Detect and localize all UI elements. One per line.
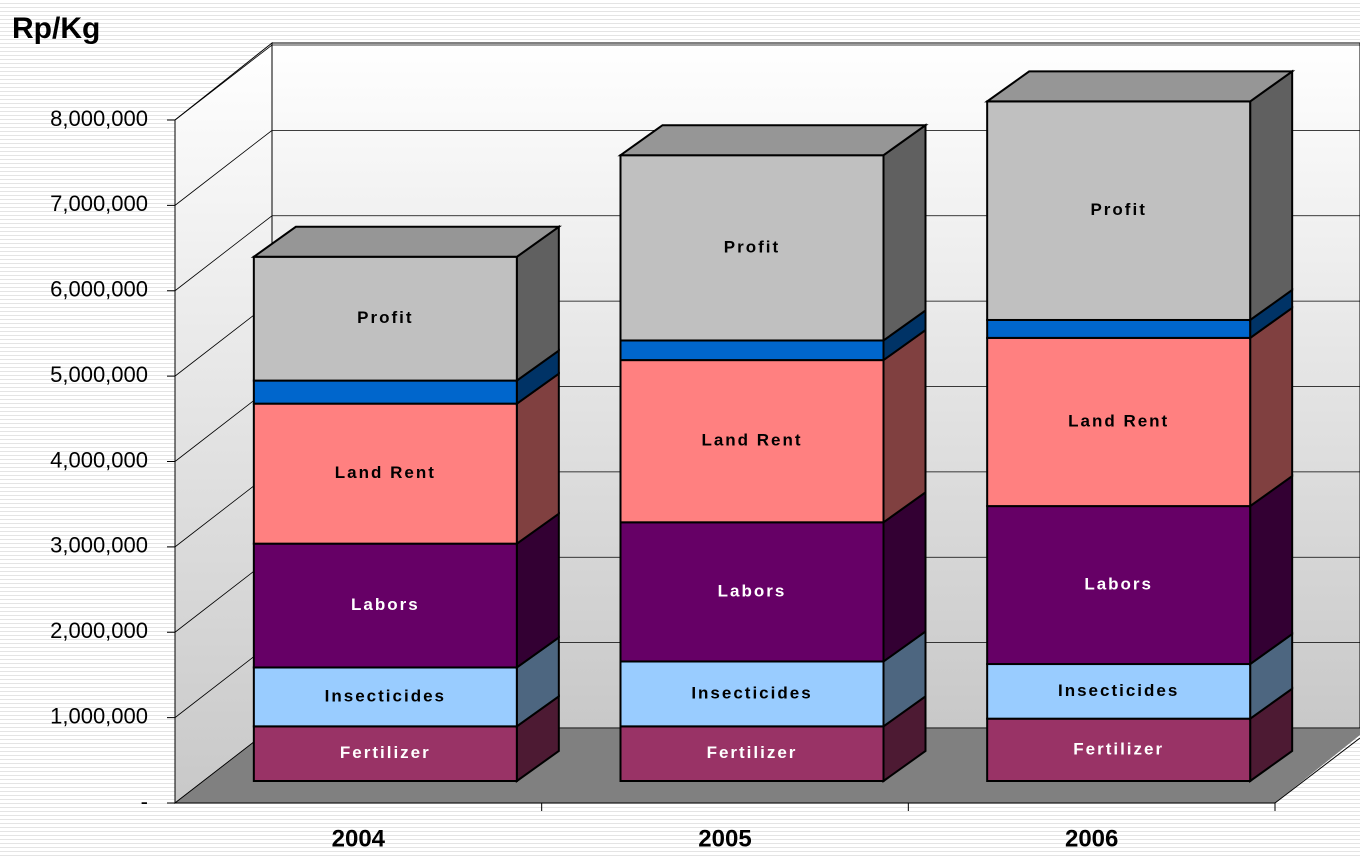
bar — [252, 255, 518, 382]
bar-side — [882, 123, 927, 343]
segment-label: Insecticides — [691, 683, 812, 702]
segment-label: Fertilizer — [340, 743, 431, 762]
bar-side — [1249, 69, 1294, 322]
x-tick-label: 2005 — [698, 825, 751, 852]
segment-label: Labors — [1084, 575, 1153, 594]
bar — [619, 359, 885, 524]
bar-top — [250, 225, 562, 258]
segment-label: Insecticides — [1058, 681, 1179, 700]
x-tick-label: 2004 — [332, 825, 386, 852]
bar — [619, 521, 885, 663]
bar — [619, 725, 885, 782]
y-tick-label: 6,000,000 — [50, 277, 148, 302]
bar — [252, 402, 518, 545]
axis-title: Rp/Kg — [12, 12, 100, 45]
segment-label: Profit — [357, 308, 413, 327]
y-tick-label: 7,000,000 — [50, 191, 148, 216]
y-tick-label: 4,000,000 — [50, 447, 148, 472]
x-tick-label: 2006 — [1065, 825, 1118, 852]
bars: Fertilizer Insecticides Labors Land Rent Pro… — [250, 69, 1296, 783]
bar — [986, 505, 1252, 666]
bar — [252, 666, 518, 728]
bar — [986, 717, 1252, 783]
grid-line — [174, 44, 1360, 121]
bar — [986, 100, 1252, 321]
bar-top — [984, 70, 1296, 103]
bar-side — [882, 328, 927, 525]
y-tick-label: 1,000,000 — [50, 703, 148, 728]
x-axis-depth — [1274, 737, 1360, 804]
segment-label: Profit — [724, 237, 780, 256]
bar — [252, 379, 518, 405]
bar — [252, 542, 518, 669]
segment-label: Land Rent — [335, 463, 436, 482]
y-tick-label: 3,000,000 — [50, 533, 148, 558]
bar — [986, 336, 1252, 508]
segment-label: Insecticides — [325, 686, 446, 705]
y-tick-label: - — [141, 789, 148, 814]
bar-top — [617, 124, 929, 157]
segment-label: Fertilizer — [1073, 739, 1164, 758]
segment-label: Land Rent — [701, 431, 802, 450]
y-tick-label: 2,000,000 — [50, 618, 148, 643]
bar-side — [1249, 305, 1294, 509]
segment-label: Labors — [718, 581, 787, 600]
segment-label: Land Rent — [1068, 411, 1169, 430]
segment-label: Labors — [351, 595, 420, 614]
bar-side — [1249, 474, 1294, 666]
bar — [619, 339, 885, 362]
segment-label: Profit — [1090, 200, 1146, 219]
y-tick-label: 8,000,000 — [50, 106, 148, 131]
bar — [619, 154, 885, 342]
segment-label: Fertilizer — [707, 743, 798, 762]
y-tick-label: 5,000,000 — [50, 362, 148, 387]
bar — [986, 318, 1252, 339]
